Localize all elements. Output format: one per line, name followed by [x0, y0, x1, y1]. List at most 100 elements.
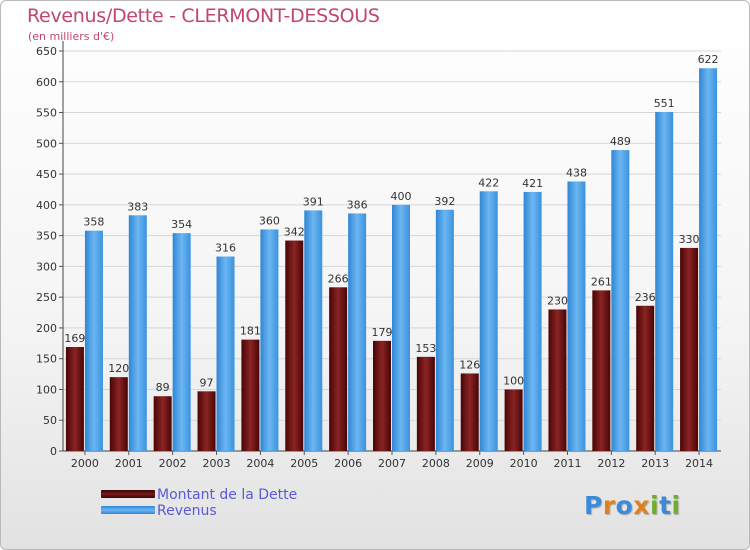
logo-letter: i	[671, 491, 681, 520]
data-label-dette: 342	[284, 226, 305, 239]
bar-revenus	[567, 181, 586, 451]
x-tick-label: 2008	[422, 457, 450, 470]
data-label-dette: 261	[591, 275, 612, 288]
bar-dette	[285, 240, 304, 451]
bar-dette	[197, 391, 216, 451]
data-label-dette: 89	[156, 381, 170, 394]
x-tick-label: 2013	[641, 457, 669, 470]
legend-swatch-revenus	[101, 506, 155, 514]
data-label-revenus: 360	[259, 214, 280, 227]
data-label-revenus: 386	[347, 198, 368, 211]
legend-label-dette: Montant de la Dette	[157, 487, 298, 503]
bar-revenus	[523, 191, 542, 451]
bar-dette	[65, 347, 84, 451]
bar-revenus	[655, 111, 674, 451]
bar-dette	[329, 287, 348, 451]
data-label-dette: 179	[372, 326, 393, 339]
bar-dette	[592, 290, 611, 451]
chart-title: Revenus/Dette - CLERMONT-DESSOUS	[27, 5, 380, 27]
y-tick-label: 250	[36, 291, 57, 304]
bar-revenus	[611, 150, 630, 452]
data-label-revenus: 391	[303, 195, 324, 208]
y-tick-label: 0	[50, 445, 57, 458]
bar-dette	[460, 373, 479, 451]
data-label-revenus: 551	[654, 97, 675, 110]
x-tick-label: 2007	[378, 457, 406, 470]
data-label-dette: 330	[679, 233, 700, 246]
data-label-revenus: 438	[566, 166, 587, 179]
data-label-dette: 169	[64, 332, 85, 345]
x-tick-label: 2011	[553, 457, 581, 470]
x-tick-label: 2004	[246, 457, 274, 470]
x-tick-label: 2010	[510, 457, 538, 470]
bar-dette	[241, 339, 260, 451]
y-tick-label: 150	[36, 353, 57, 366]
data-label-revenus: 392	[434, 195, 455, 208]
bars	[65, 68, 718, 452]
y-tick-label: 500	[36, 137, 57, 150]
y-tick-label: 600	[36, 76, 57, 89]
data-label-dette: 153	[415, 342, 436, 355]
bar-dette	[416, 356, 435, 451]
bar-revenus	[435, 209, 454, 451]
data-label-dette: 230	[547, 294, 568, 307]
data-label-dette: 120	[108, 362, 129, 375]
chart-subtitle: (en milliers d'€)	[28, 30, 115, 43]
data-label-revenus: 422	[478, 176, 499, 189]
logo-letter: P	[584, 491, 603, 520]
bar-revenus	[699, 68, 718, 451]
bar-revenus	[479, 191, 498, 452]
y-tick-label: 50	[43, 414, 57, 427]
y-tick-label: 400	[36, 199, 57, 212]
data-label-dette: 266	[328, 272, 349, 285]
y-tick-label: 350	[36, 230, 57, 243]
logo-letter: i	[650, 491, 660, 520]
data-label-dette: 181	[240, 325, 261, 338]
data-label-dette: 126	[459, 358, 480, 371]
x-tick-label: 2002	[159, 457, 187, 470]
bar-dette	[636, 305, 655, 451]
data-label-revenus: 358	[83, 216, 104, 229]
data-label-dette: 100	[503, 374, 524, 387]
x-tick-label: 2006	[334, 457, 362, 470]
x-tick-label: 2000	[71, 457, 99, 470]
logo-letter: r	[602, 491, 616, 520]
bar-revenus	[128, 215, 147, 451]
bar-revenus	[172, 233, 191, 451]
logo-letter: t	[659, 491, 672, 520]
x-tick-label: 2012	[597, 457, 625, 470]
data-label-revenus: 421	[522, 177, 543, 190]
proxiti-logo: Proxiti	[584, 491, 681, 520]
bar-revenus	[84, 230, 103, 451]
bar-dette	[548, 309, 567, 451]
bar-revenus	[260, 229, 279, 451]
x-tick-label: 2005	[290, 457, 318, 470]
data-label-revenus: 489	[610, 135, 631, 148]
data-label-dette: 97	[200, 376, 214, 389]
bar-dette	[504, 389, 523, 451]
bar-dette	[109, 377, 128, 451]
data-labels: 169 358 120 383 89 354 97 316 181 360 342 391 266 386…	[64, 53, 718, 394]
y-tick-label: 450	[36, 168, 57, 181]
bar-revenus	[216, 256, 235, 451]
data-label-revenus: 316	[215, 242, 236, 255]
logo-letter: x	[633, 491, 650, 520]
x-tick-label: 2003	[203, 457, 231, 470]
bar-revenus	[304, 210, 323, 451]
bar-dette	[373, 340, 391, 451]
bar-revenus	[392, 204, 410, 451]
axes: 0 50 100 150 200 250 300 350 400 450 500 550 600 650 2…	[36, 41, 721, 470]
legend-label-revenus: Revenus	[157, 503, 217, 519]
legend-swatch-dette	[101, 490, 155, 498]
bar-revenus	[348, 213, 367, 451]
data-label-revenus: 400	[391, 190, 412, 203]
data-label-revenus: 354	[171, 218, 192, 231]
bar-dette	[153, 396, 172, 451]
y-tick-label: 100	[36, 383, 57, 396]
y-tick-label: 300	[36, 260, 57, 273]
y-tick-label: 550	[36, 107, 57, 120]
x-tick-label: 2014	[685, 457, 713, 470]
y-tick-label: 650	[36, 45, 57, 58]
